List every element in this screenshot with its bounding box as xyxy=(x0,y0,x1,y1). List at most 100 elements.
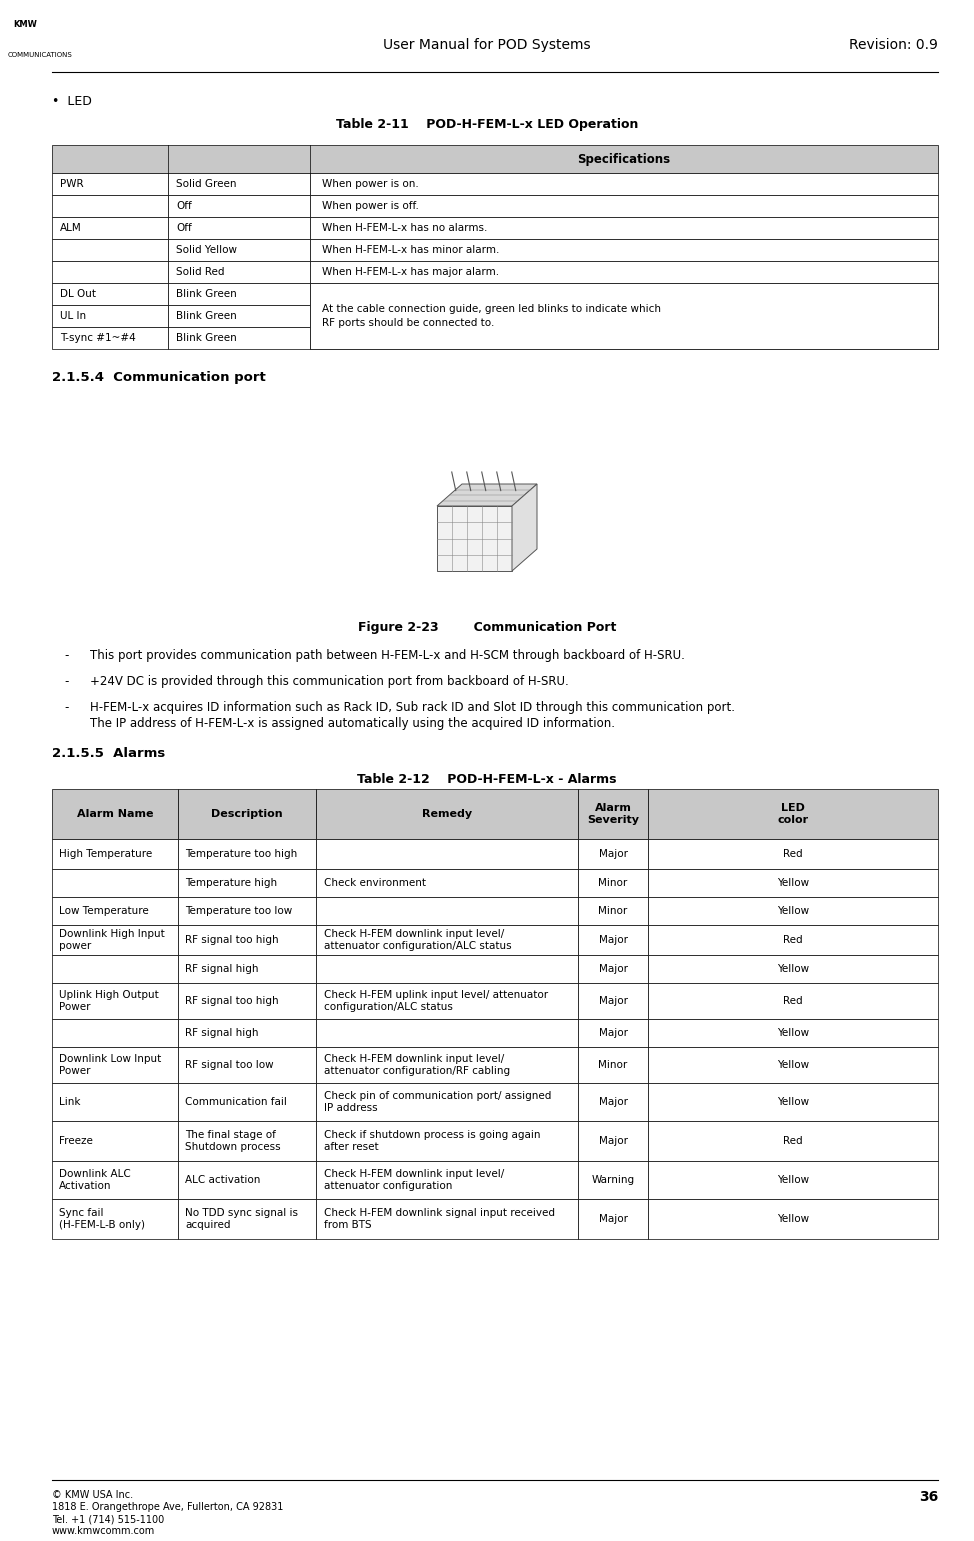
Bar xyxy=(52,239,168,260)
Bar xyxy=(52,955,178,983)
Bar xyxy=(52,1160,178,1199)
Text: Communication fail: Communication fail xyxy=(185,1097,287,1106)
Bar xyxy=(578,925,648,955)
Text: Off: Off xyxy=(176,200,192,211)
Text: Major: Major xyxy=(598,1136,627,1147)
Bar xyxy=(52,789,178,838)
Text: Figure 2-23        Communication Port: Figure 2-23 Communication Port xyxy=(357,621,617,633)
Text: •  LED: • LED xyxy=(52,96,92,108)
Bar xyxy=(578,983,648,1019)
Text: Table 2-12    POD-H-FEM-L-x - Alarms: Table 2-12 POD-H-FEM-L-x - Alarms xyxy=(357,774,617,786)
Text: Low Temperature: Low Temperature xyxy=(59,906,149,915)
Text: Major: Major xyxy=(598,995,627,1006)
Bar xyxy=(310,327,938,348)
Text: Yellow: Yellow xyxy=(777,878,809,888)
Bar xyxy=(52,838,178,869)
Text: When H-FEM-L-x has no alarms.: When H-FEM-L-x has no alarms. xyxy=(322,223,487,233)
Bar xyxy=(168,260,310,284)
Bar xyxy=(52,327,168,348)
Bar xyxy=(578,1046,648,1083)
Bar xyxy=(310,284,938,305)
Bar xyxy=(648,1083,938,1120)
Bar xyxy=(52,983,178,1019)
Bar xyxy=(648,925,938,955)
Bar xyxy=(168,305,310,327)
Text: Downlink High Input
power: Downlink High Input power xyxy=(59,929,165,951)
Bar xyxy=(648,838,938,869)
Text: Red: Red xyxy=(783,1136,803,1147)
Bar xyxy=(316,1046,578,1083)
Text: Major: Major xyxy=(598,1097,627,1106)
Bar xyxy=(52,1083,178,1120)
Text: Major: Major xyxy=(598,1214,627,1224)
Text: RF signal too high: RF signal too high xyxy=(185,935,279,945)
Bar xyxy=(52,305,168,327)
Bar xyxy=(648,869,938,897)
Text: Yellow: Yellow xyxy=(777,1214,809,1224)
Text: Solid Green: Solid Green xyxy=(176,179,237,190)
Text: Major: Major xyxy=(598,965,627,974)
Text: -: - xyxy=(64,649,68,663)
Text: Blink Green: Blink Green xyxy=(176,333,237,344)
Bar xyxy=(316,897,578,925)
Text: T-sync #1~#4: T-sync #1~#4 xyxy=(60,333,135,344)
Text: When power is off.: When power is off. xyxy=(322,200,419,211)
Text: Check H-FEM downlink input level/
attenuator configuration: Check H-FEM downlink input level/ attenu… xyxy=(324,1170,505,1191)
Text: Major: Major xyxy=(598,935,627,945)
Bar xyxy=(168,173,310,196)
Bar xyxy=(648,1019,938,1046)
Bar xyxy=(648,897,938,925)
Text: This port provides communication path between H-FEM-L-x and H-SCM through backbo: This port provides communication path be… xyxy=(90,649,685,663)
Bar xyxy=(316,869,578,897)
Bar xyxy=(316,955,578,983)
Bar xyxy=(310,173,938,196)
Bar xyxy=(316,1083,578,1120)
Text: RF signal high: RF signal high xyxy=(185,965,258,974)
Text: Temperature too low: Temperature too low xyxy=(185,906,292,915)
Text: 1818 E. Orangethrope Ave, Fullerton, CA 92831: 1818 E. Orangethrope Ave, Fullerton, CA … xyxy=(52,1502,283,1512)
Text: Downlink Low Input
Power: Downlink Low Input Power xyxy=(59,1054,162,1076)
Text: KMW: KMW xyxy=(13,20,37,29)
Polygon shape xyxy=(437,505,512,572)
Bar xyxy=(316,1160,578,1199)
Bar xyxy=(310,239,938,260)
Bar xyxy=(52,1199,178,1239)
Bar xyxy=(316,983,578,1019)
Text: RF signal too high: RF signal too high xyxy=(185,995,279,1006)
Bar xyxy=(178,897,316,925)
Bar xyxy=(578,1019,648,1046)
Bar xyxy=(52,284,168,305)
Text: Minor: Minor xyxy=(598,906,627,915)
Text: ALM: ALM xyxy=(60,223,82,233)
Text: Minor: Minor xyxy=(598,878,627,888)
Bar xyxy=(648,1199,938,1239)
Bar xyxy=(648,983,938,1019)
Text: Yellow: Yellow xyxy=(777,1060,809,1069)
Bar xyxy=(178,838,316,869)
Bar xyxy=(648,789,938,838)
Bar xyxy=(178,1199,316,1239)
Bar xyxy=(316,789,578,838)
Text: Check environment: Check environment xyxy=(324,878,426,888)
Bar xyxy=(52,173,168,196)
Text: User Manual for POD Systems: User Manual for POD Systems xyxy=(383,39,591,52)
Text: Yellow: Yellow xyxy=(777,965,809,974)
Bar xyxy=(310,217,938,239)
Polygon shape xyxy=(437,484,537,505)
Bar xyxy=(578,838,648,869)
Text: 36: 36 xyxy=(918,1490,938,1504)
Text: H-FEM-L-x acquires ID information such as Rack ID, Sub rack ID and Slot ID throu: H-FEM-L-x acquires ID information such a… xyxy=(90,701,735,730)
Text: Minor: Minor xyxy=(598,1060,627,1069)
Text: Solid Red: Solid Red xyxy=(176,267,224,277)
Text: UL In: UL In xyxy=(60,311,86,321)
Text: Specifications: Specifications xyxy=(578,153,670,165)
Text: When power is on.: When power is on. xyxy=(322,179,419,190)
Bar xyxy=(52,1046,178,1083)
Text: The final stage of
Shutdown process: The final stage of Shutdown process xyxy=(185,1130,281,1153)
Bar xyxy=(316,1199,578,1239)
Text: COMMUNICATIONS: COMMUNICATIONS xyxy=(8,52,73,59)
Text: ALC activation: ALC activation xyxy=(185,1174,260,1185)
Text: Yellow: Yellow xyxy=(777,906,809,915)
Bar xyxy=(310,196,938,217)
Bar xyxy=(310,260,938,284)
